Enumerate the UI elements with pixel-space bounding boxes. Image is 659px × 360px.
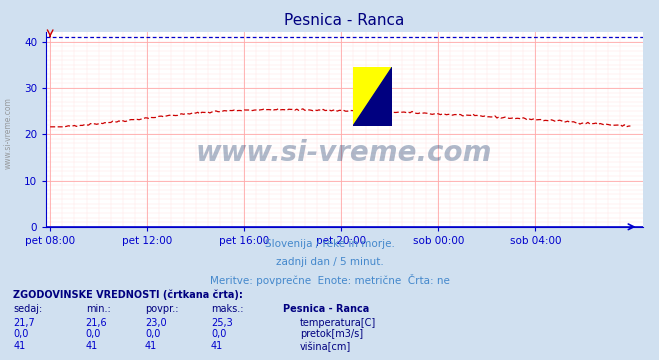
Text: www.si-vreme.com: www.si-vreme.com: [196, 139, 492, 167]
Text: ZGODOVINSKE VREDNOSTI (črtkana črta):: ZGODOVINSKE VREDNOSTI (črtkana črta):: [13, 290, 243, 300]
Text: zadnji dan / 5 minut.: zadnji dan / 5 minut.: [275, 257, 384, 267]
Title: Pesnica - Ranca: Pesnica - Ranca: [284, 13, 405, 28]
Text: maks.:: maks.:: [211, 304, 243, 314]
Text: 0,0: 0,0: [86, 329, 101, 339]
Text: 21,7: 21,7: [13, 318, 35, 328]
Text: 0,0: 0,0: [13, 329, 28, 339]
Text: temperatura[C]: temperatura[C]: [300, 318, 376, 328]
Polygon shape: [353, 67, 392, 126]
Text: 25,3: 25,3: [211, 318, 233, 328]
Polygon shape: [353, 67, 392, 126]
Text: min.:: min.:: [86, 304, 111, 314]
Text: 23,0: 23,0: [145, 318, 167, 328]
Text: pretok[m3/s]: pretok[m3/s]: [300, 329, 363, 339]
Text: Slovenija / reke in morje.: Slovenija / reke in morje.: [264, 239, 395, 249]
Text: sedaj:: sedaj:: [13, 304, 42, 314]
Text: 41: 41: [13, 341, 26, 351]
Polygon shape: [353, 67, 392, 126]
Text: 21,6: 21,6: [86, 318, 107, 328]
Text: 0,0: 0,0: [211, 329, 226, 339]
Text: 41: 41: [145, 341, 158, 351]
Text: 0,0: 0,0: [145, 329, 160, 339]
Text: višina[cm]: višina[cm]: [300, 341, 351, 352]
Text: Meritve: povprečne  Enote: metrične  Črta: ne: Meritve: povprečne Enote: metrične Črta:…: [210, 274, 449, 286]
Text: www.si-vreme.com: www.si-vreme.com: [3, 97, 13, 169]
Text: povpr.:: povpr.:: [145, 304, 179, 314]
Text: Pesnica - Ranca: Pesnica - Ranca: [283, 304, 370, 314]
Text: 41: 41: [211, 341, 223, 351]
Text: 41: 41: [86, 341, 98, 351]
